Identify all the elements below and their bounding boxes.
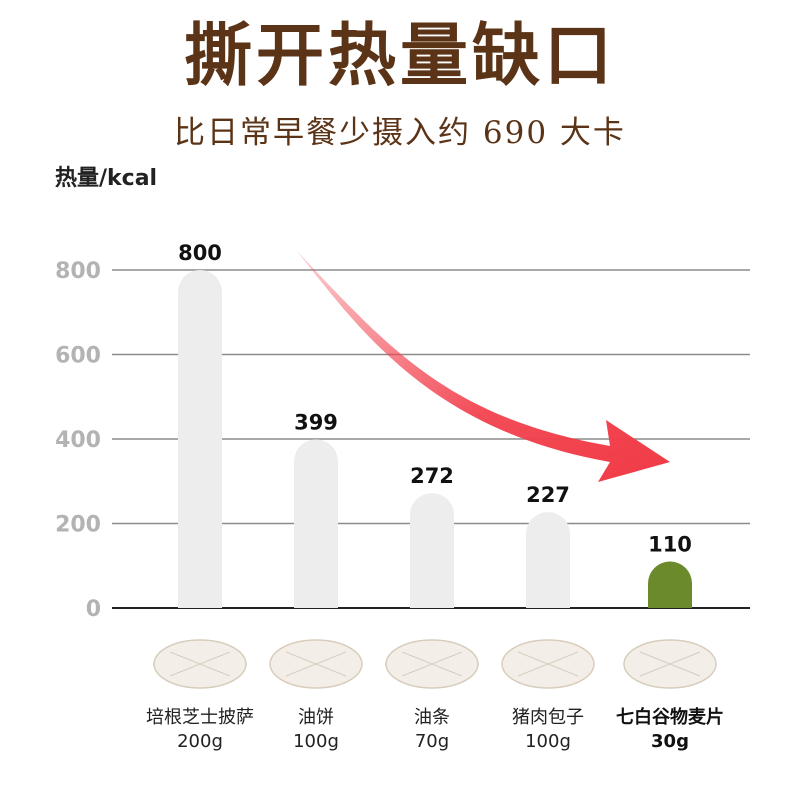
oat-flakes-image — [623, 639, 717, 689]
x-category-label: 七白谷物麦片 30g — [610, 706, 730, 754]
page-title: 撕开热量缺口 — [183, 16, 616, 96]
category-weight: 100g — [525, 731, 571, 752]
bar-value-label: 227 — [526, 483, 570, 507]
image-placeholder-line — [285, 651, 347, 677]
category-name: 培根芝士披萨 — [146, 707, 254, 728]
decrease-arrow — [296, 250, 670, 482]
category-weight: 100g — [293, 731, 339, 752]
category-name: 猪肉包子 — [512, 707, 584, 728]
bar — [648, 561, 692, 608]
bar — [410, 493, 454, 608]
bar-value-label: 800 — [178, 241, 222, 265]
image-placeholder-line — [401, 651, 463, 677]
fried-dough-stick-image — [385, 639, 479, 689]
bar — [294, 439, 338, 608]
y-axis-label: 热量/kcal — [55, 166, 158, 191]
y-tick-label: 400 — [55, 428, 101, 453]
page-subtitle: 比日常早餐少摄入约 690 大卡 — [174, 115, 626, 151]
bar-value-label: 399 — [294, 410, 338, 434]
bar-value-label: 110 — [648, 533, 692, 557]
x-category-label: 猪肉包子 100g — [488, 706, 608, 754]
x-category-label: 培根芝士披萨 200g — [140, 706, 260, 754]
bar — [178, 270, 222, 608]
category-name: 油饼 — [298, 707, 334, 728]
x-category-label: 油饼 100g — [256, 706, 376, 754]
category-weight: 200g — [177, 731, 223, 752]
category-name: 七白谷物麦片 — [616, 707, 724, 728]
bar — [526, 512, 570, 608]
x-category-label: 油条 70g — [372, 706, 492, 754]
bar-value-label: 272 — [410, 464, 454, 488]
decrease-arrow-shape — [296, 250, 670, 482]
category-name: 油条 — [414, 707, 450, 728]
image-placeholder-line — [639, 651, 701, 677]
image-placeholder-line — [517, 651, 579, 677]
y-tick-label: 800 — [55, 259, 101, 284]
y-tick-label: 600 — [55, 344, 101, 369]
y-tick-label: 200 — [55, 513, 101, 538]
y-tick-label: 0 — [86, 597, 101, 622]
pizza-image — [153, 639, 247, 689]
category-weight: 30g — [651, 731, 689, 752]
pork-bun-image — [501, 639, 595, 689]
image-placeholder-line — [169, 651, 231, 677]
category-weight: 70g — [414, 731, 450, 752]
scallion-pancake-image — [269, 639, 363, 689]
